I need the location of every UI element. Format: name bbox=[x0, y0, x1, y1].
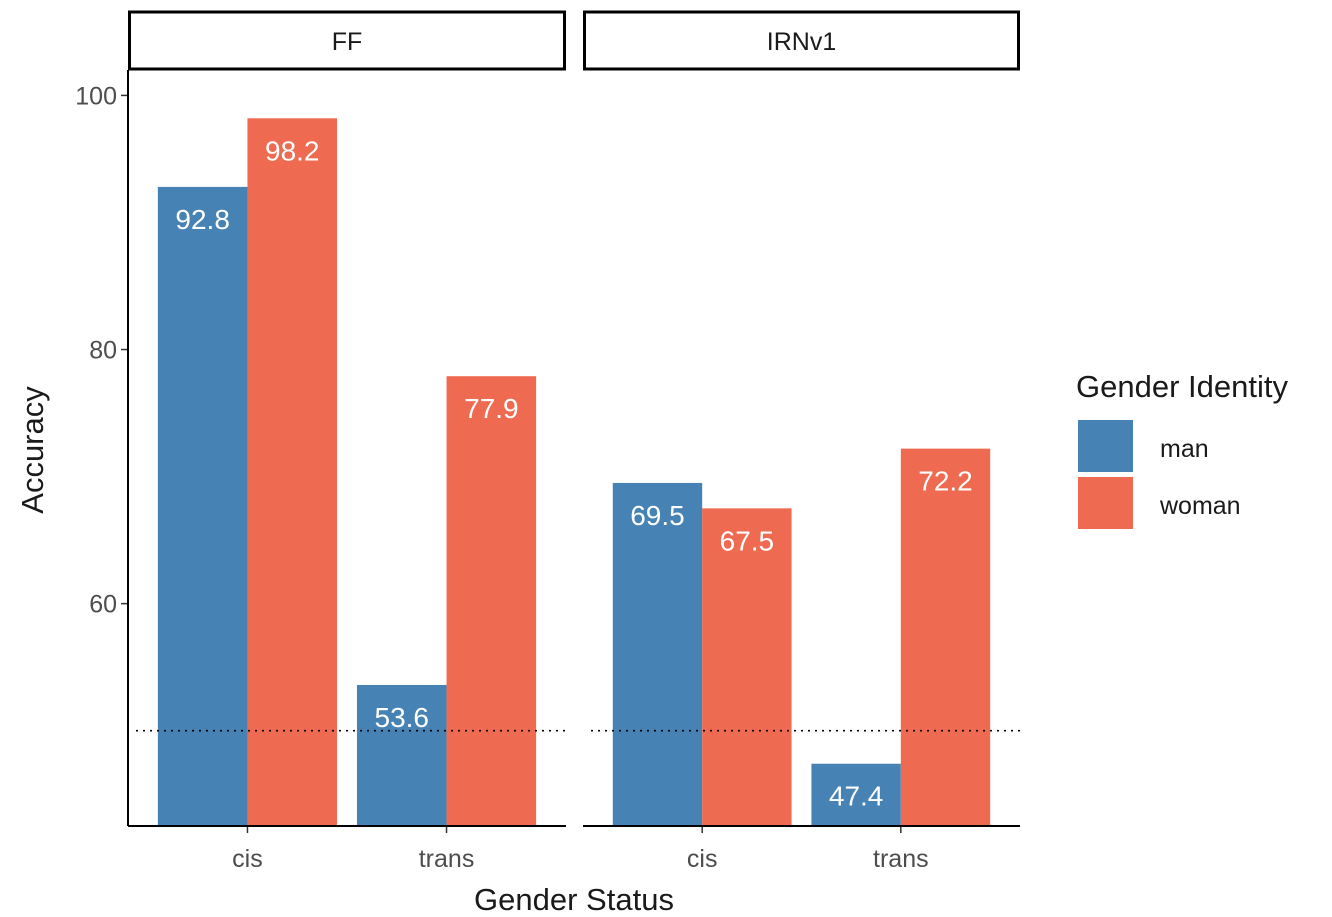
x-axis-title: Gender Status bbox=[474, 882, 674, 917]
facet-strip-label: IRNv1 bbox=[767, 28, 836, 56]
legend-title: Gender Identity bbox=[1076, 369, 1288, 404]
bar-ff-trans-man bbox=[356, 684, 447, 826]
y-axis-title: Accuracy bbox=[15, 386, 50, 514]
bar-value-label: 92.8 bbox=[175, 204, 230, 235]
bar-irnv1-cis-man bbox=[612, 482, 703, 826]
legend-key-man bbox=[1078, 420, 1133, 472]
bar-value-label: 67.5 bbox=[720, 525, 775, 556]
bar-irnv1-cis-woman bbox=[702, 508, 792, 826]
facet-panels: FF 92.8 98.2 cis 53.6 77.9 trans IRNv1 69.5 67.5 c… bbox=[127, 10, 1020, 873]
bar-ff-trans-woman bbox=[446, 376, 537, 826]
facet-strip bbox=[583, 10, 1020, 71]
y-tick-label: 100 bbox=[75, 82, 117, 110]
bar-value-label: 47.4 bbox=[829, 781, 884, 812]
bar-value-label: 69.5 bbox=[630, 500, 685, 531]
bar-irnv1-trans-man bbox=[811, 763, 901, 826]
bar-value-label: 98.2 bbox=[265, 135, 320, 166]
x-tick-label: cis bbox=[232, 845, 263, 873]
legend-key-woman bbox=[1078, 477, 1133, 529]
bar-value-label: 53.6 bbox=[375, 702, 430, 733]
bar-ff-cis-woman bbox=[247, 118, 338, 827]
y-tick-label: 60 bbox=[89, 591, 117, 619]
facet-strip-label: FF bbox=[332, 28, 363, 56]
bar-value-label: 77.9 bbox=[464, 393, 519, 424]
legend: Gender Identity man woman bbox=[1076, 369, 1288, 529]
y-tick-label: 80 bbox=[89, 337, 117, 365]
bar-value-label: 72.2 bbox=[918, 466, 973, 497]
facet-panel-irnv1: IRNv1 69.5 67.5 cis 47.4 72.2 trans bbox=[583, 10, 1020, 873]
x-tick-label: trans bbox=[873, 845, 929, 873]
facet-strip bbox=[128, 10, 566, 71]
y-axis: 60 80 100 bbox=[75, 82, 128, 619]
x-tick-label: trans bbox=[419, 845, 475, 873]
x-tick-label: cis bbox=[687, 845, 718, 873]
facet-panel-ff: FF 92.8 98.2 cis 53.6 77.9 trans bbox=[127, 10, 566, 873]
legend-label-woman: woman bbox=[1159, 492, 1241, 520]
legend-label-man: man bbox=[1160, 435, 1209, 463]
bar-irnv1-trans-woman bbox=[900, 448, 991, 826]
bar-ff-cis-man bbox=[157, 186, 248, 827]
